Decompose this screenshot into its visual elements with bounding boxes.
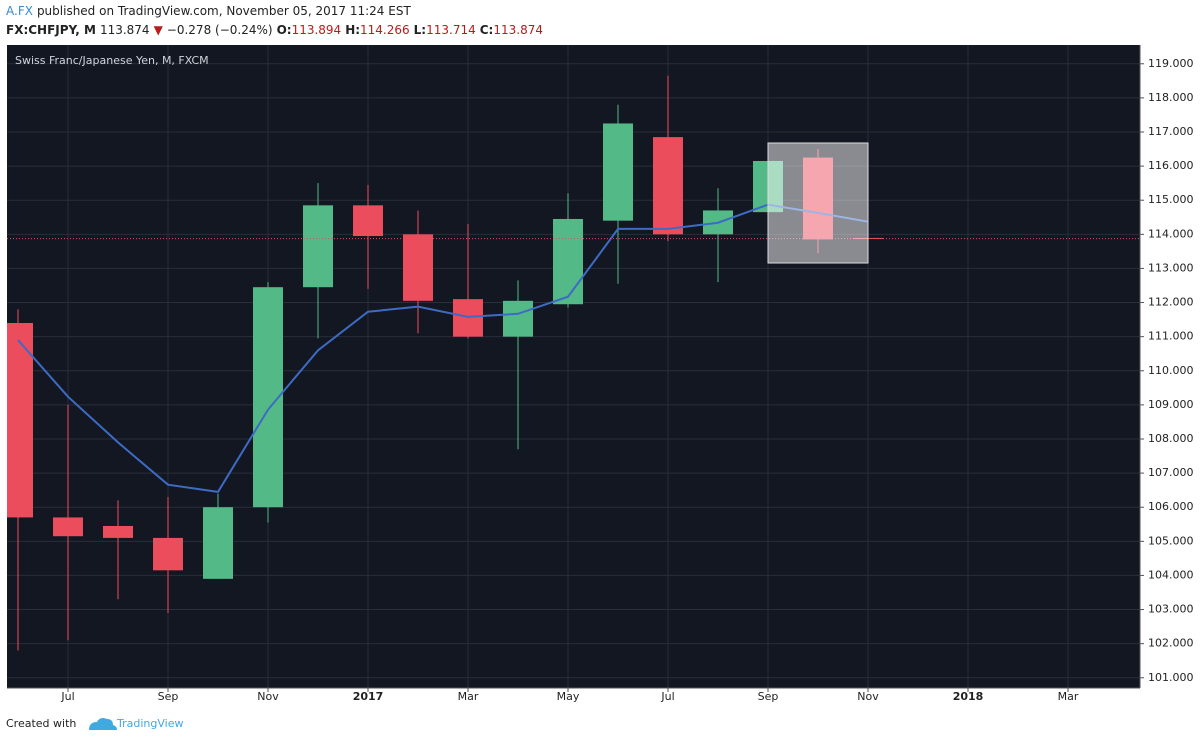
- candle-body: [203, 507, 233, 579]
- y-tick-label: 119.000: [1148, 57, 1194, 70]
- y-tick-label: 105.000: [1148, 534, 1194, 547]
- x-tick-label: Jul: [60, 690, 74, 703]
- y-tick-label: 103.000: [1148, 603, 1194, 616]
- candle-body: [153, 537, 183, 571]
- ohlc-value: 113.714: [426, 23, 476, 37]
- highlight-box: [767, 142, 869, 264]
- x-tick-label: Nov: [857, 690, 879, 703]
- candle-body: [303, 205, 333, 288]
- candle-body: [7, 323, 33, 518]
- candle-body: [403, 234, 433, 301]
- footer: Created with TradingView: [6, 717, 183, 730]
- y-tick-label: 114.000: [1148, 227, 1194, 240]
- last: 113.874: [100, 23, 150, 37]
- x-tick-label: Sep: [158, 690, 179, 703]
- x-tick-label: May: [557, 690, 580, 703]
- down-arrow: ▼: [154, 23, 164, 37]
- candle-body: [53, 517, 83, 537]
- ohlc-label: L:: [414, 23, 426, 37]
- y-tick-label: 118.000: [1148, 91, 1194, 104]
- y-tick-label: 101.000: [1148, 671, 1194, 684]
- x-tick-label: 2018: [953, 690, 984, 703]
- y-tick-label: 117.000: [1148, 125, 1194, 138]
- candle-body: [453, 299, 483, 337]
- y-tick-label: 107.000: [1148, 466, 1194, 479]
- footer-text: Created with: [6, 717, 76, 730]
- x-tick-label: Sep: [758, 690, 779, 703]
- moving-average: [17, 203, 869, 493]
- x-tick-label: Mar: [458, 690, 479, 703]
- ohlc-value: 114.266: [360, 23, 410, 37]
- chart-title: Swiss Franc/Japanese Yen, M, FXCM: [15, 54, 209, 67]
- y-tick-label: 116.000: [1148, 159, 1194, 172]
- ohlc-label: H:: [345, 23, 360, 37]
- published: published on TradingView.com, November 0…: [37, 4, 412, 18]
- y-tick-label: 106.000: [1148, 500, 1194, 513]
- y-tick-label: 115.000: [1148, 193, 1194, 206]
- logo: [89, 718, 117, 730]
- x-tick-label: Mar: [1058, 690, 1079, 703]
- y-tick-label: 112.000: [1148, 296, 1194, 309]
- plot-area: [7, 45, 1140, 688]
- brand[interactable]: TradingView: [116, 717, 183, 730]
- ohlc-value: 113.894: [292, 23, 342, 37]
- candle-body: [353, 205, 383, 237]
- author[interactable]: A.FX: [6, 4, 33, 18]
- ohlc-label: O:: [277, 23, 292, 37]
- candle-body: [653, 137, 683, 235]
- candle-body: [553, 218, 583, 305]
- y-tick-label: 110.000: [1148, 364, 1194, 377]
- change: −0.278 (−0.24%): [167, 23, 273, 37]
- y-tick-label: 104.000: [1148, 568, 1194, 581]
- y-tick-label: 108.000: [1148, 432, 1194, 445]
- ohlc-value: 113.874: [493, 23, 543, 37]
- candle-body: [603, 123, 633, 221]
- candle-body: [103, 525, 133, 538]
- ohlc-label: C:: [480, 23, 494, 37]
- quote-line: FX:CHFJPY, M 113.874 ▼ −0.278 (−0.24%) O:113…: [6, 23, 543, 37]
- x-tick-label: 2017: [353, 690, 384, 703]
- y-tick-label: 102.000: [1148, 637, 1194, 650]
- header-line: A.FX published on TradingView.com, Novemb…: [6, 4, 411, 18]
- x-tick-label: Nov: [257, 690, 279, 703]
- symbol: FX:CHFJPY, M: [6, 23, 96, 37]
- y-tick-label: 109.000: [1148, 398, 1194, 411]
- y-tick-label: 111.000: [1148, 330, 1194, 343]
- x-tick-label: Jul: [660, 690, 674, 703]
- candle-body: [503, 300, 533, 337]
- y-tick-label: 113.000: [1148, 261, 1194, 274]
